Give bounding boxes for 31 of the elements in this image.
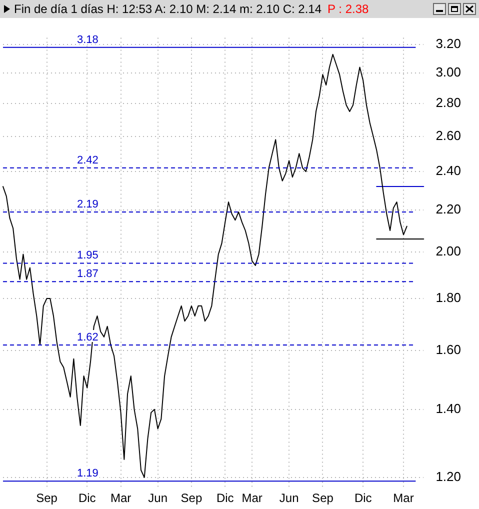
- x-tick-label: Sep: [180, 491, 202, 506]
- x-tick-label: Sep: [36, 491, 58, 506]
- text: P : 2.38: [328, 2, 369, 16]
- y-tick-label: 1.40: [436, 400, 462, 416]
- x-tick-label: Sep: [312, 491, 334, 506]
- x-tick-label: Mar: [110, 491, 132, 506]
- ref-line-label: 2.19: [77, 198, 98, 211]
- ref-line-label: 1.19: [77, 468, 98, 480]
- x-tick-label: Mar: [393, 491, 414, 506]
- ref-line-label: 2.42: [77, 154, 98, 166]
- y-tick-label: 3.20: [436, 36, 462, 52]
- ref-line-label: 1.87: [77, 268, 98, 280]
- y-tick-label: 3.00: [436, 64, 462, 80]
- x-tick-label: Mar: [242, 491, 262, 506]
- x-tick-label: Dic: [216, 491, 234, 506]
- y-tick-label: 2.80: [436, 95, 462, 110]
- ref-line-label: 1.62: [77, 332, 98, 344]
- ref-line-label: 1.95: [77, 250, 98, 262]
- y-tick-label: 1.20: [436, 469, 462, 484]
- y-tick-label: 2.40: [436, 163, 462, 178]
- y-tick-label: 1.80: [436, 290, 462, 306]
- x-tick-label: Dic: [78, 491, 96, 506]
- x-tick-label: Dic: [354, 491, 372, 506]
- chart-title: Fin de día 1 días H: 12:53 A: 2.10 M: 2.14 m: 2.10 C: 2.14: [14, 2, 322, 16]
- x-tick-label: Jun: [148, 491, 168, 506]
- y-tick-label: 2.20: [436, 202, 462, 217]
- y-tick-label: 1.60: [436, 342, 462, 358]
- y-tick-label: 2.00: [436, 244, 462, 259]
- ref-line-label: 3.18: [77, 34, 98, 46]
- x-tick-label: Jun: [279, 491, 299, 506]
- y-tick-label: 2.60: [436, 128, 462, 143]
